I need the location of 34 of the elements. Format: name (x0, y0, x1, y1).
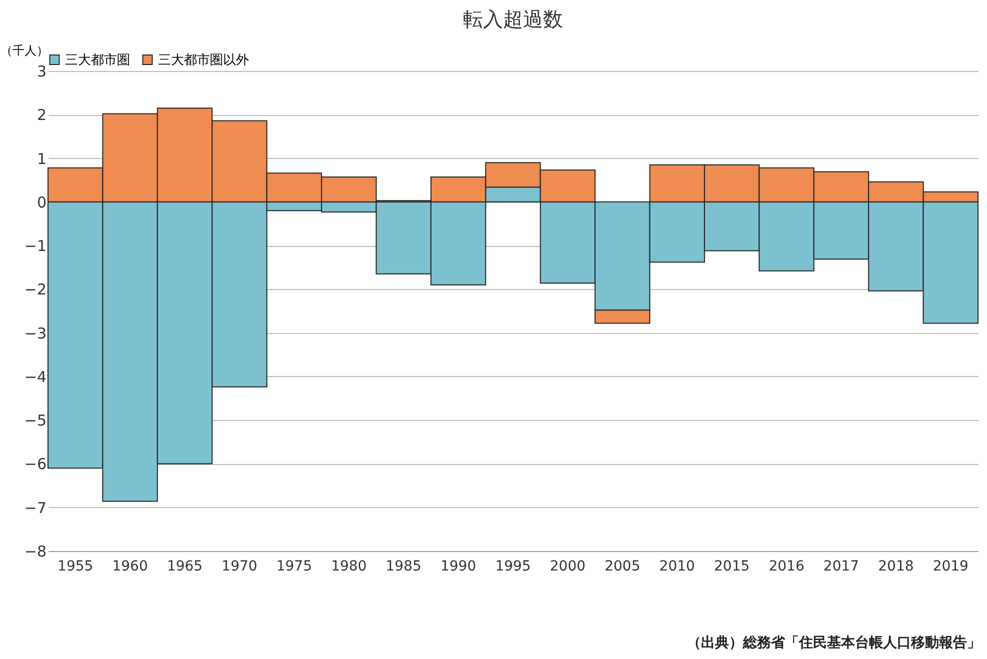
x-tick-label: 2010 (659, 558, 695, 574)
x-tick-label: 1995 (495, 558, 531, 574)
x-tick-label: 1980 (331, 558, 367, 574)
x-tick-label: 1970 (222, 558, 258, 574)
x-tick-label: 1960 (112, 558, 148, 574)
y-tick-label: −4 (24, 368, 46, 386)
y-tick-label: 0 (36, 193, 46, 212)
legend-label: 三大都市圏以外 (158, 52, 249, 68)
chart-title: 転入超過数 (463, 7, 563, 31)
y-tick-label: −1 (24, 237, 46, 256)
x-tick-label: 2000 (550, 558, 586, 574)
y-axis-title: （千人） (0, 44, 48, 58)
y-tick-label: −5 (24, 412, 46, 430)
x-tick-label: 1985 (386, 558, 422, 574)
legend-label: 三大都市圏 (65, 52, 130, 68)
y-tick-label: −2 (24, 280, 46, 299)
x-tick-label: 1990 (440, 558, 476, 574)
x-tick-label: 2005 (604, 558, 640, 574)
x-tick-label: 2018 (878, 558, 914, 574)
x-tick-label: 2016 (768, 558, 804, 574)
y-tick-label: 2 (36, 106, 46, 124)
y-tick-label: 3 (36, 62, 46, 80)
x-tick-label: 1975 (276, 558, 312, 574)
y-tick-label: −3 (24, 324, 46, 342)
x-tick-label: 2017 (823, 558, 860, 574)
text: （出典）総務省「住民基本台帳人口移動報告」 (687, 634, 981, 652)
x-tick-label: 1965 (166, 558, 203, 574)
y-tick-label: −8 (24, 542, 46, 560)
y-tick-label: 1 (36, 150, 46, 168)
y-tick-label: −6 (24, 455, 46, 474)
x-tick-label: 2015 (714, 558, 750, 574)
x-tick-label: 1955 (58, 558, 94, 574)
y-tick-label: −7 (24, 498, 46, 517)
x-tick-label: 2019 (932, 558, 968, 574)
